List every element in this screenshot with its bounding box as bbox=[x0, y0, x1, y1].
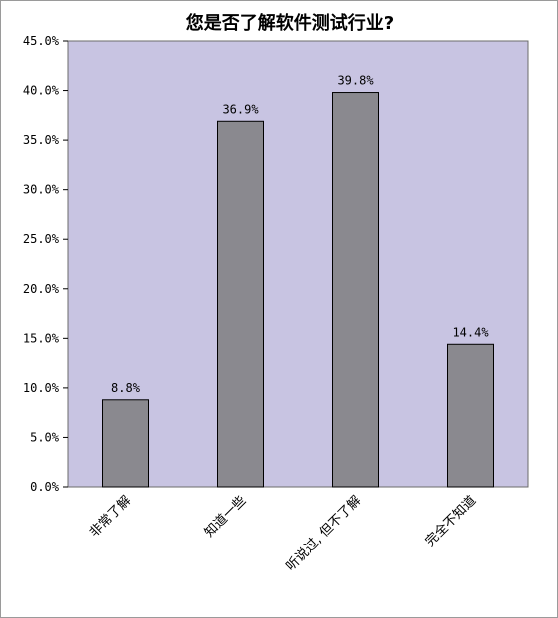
category-label: 知道一些 bbox=[201, 493, 249, 541]
y-tick-label: 30.0% bbox=[23, 183, 60, 197]
y-tick-label: 20.0% bbox=[23, 282, 60, 296]
bar bbox=[447, 343, 494, 488]
y-tick-label: 0.0% bbox=[30, 480, 60, 494]
data-label: 36.9% bbox=[222, 102, 259, 116]
data-label: 14.4% bbox=[452, 325, 489, 339]
category-label: 完全不知道 bbox=[422, 493, 479, 550]
bars bbox=[102, 92, 494, 488]
y-axis: 0.0% 5.0% 10.0% 15.0% 20.0% 25.0% 30.0% 35.0% 40… bbox=[23, 34, 68, 494]
y-tick-label: 25.0% bbox=[23, 232, 60, 246]
y-tick-label: 35.0% bbox=[23, 133, 60, 147]
category-label: 非常了解 bbox=[87, 493, 134, 540]
data-label: 39.8% bbox=[337, 74, 374, 88]
bar bbox=[217, 120, 264, 488]
y-tick-label: 10.0% bbox=[23, 381, 60, 395]
data-label: 8.8% bbox=[111, 381, 141, 395]
y-tick-label: 15.0% bbox=[23, 331, 60, 345]
category-label: 听说过, 但不了解 bbox=[284, 493, 365, 574]
bar bbox=[102, 399, 149, 488]
y-tick-label: 45.0% bbox=[23, 34, 60, 48]
data-labels: 8.8% 36.9% 39.8% 14.4% bbox=[111, 74, 489, 395]
bar bbox=[332, 92, 379, 488]
y-tick-label: 40.0% bbox=[23, 84, 60, 98]
chart-title: 您是否了解软件测试行业? bbox=[186, 12, 394, 34]
x-axis: 非常了解 知道一些 听说过, 但不了解 完全不知道 bbox=[87, 493, 479, 575]
y-tick-label: 5.0% bbox=[30, 430, 60, 444]
